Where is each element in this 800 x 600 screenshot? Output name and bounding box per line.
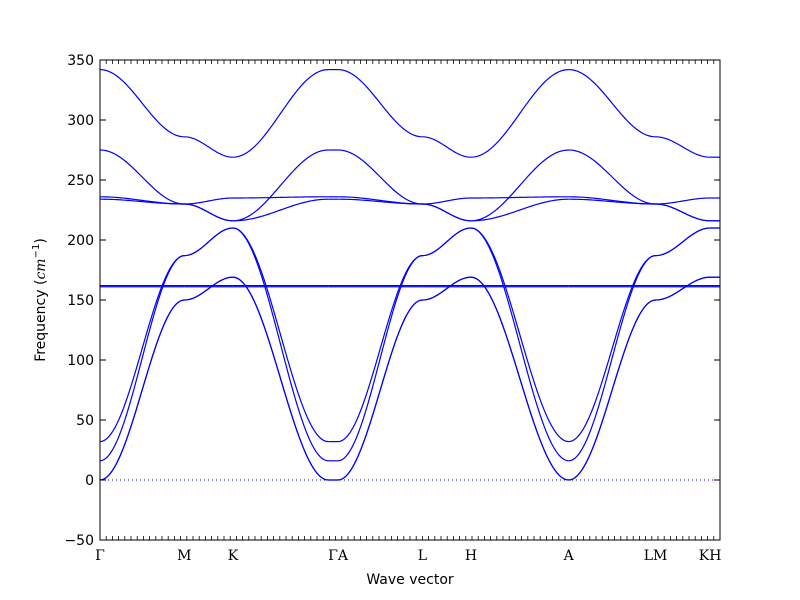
x-kpoint-label-7: LM [644,548,668,564]
y-tick-label: 50 [76,413,94,429]
band-line-seg2-band9 [232,69,329,158]
band-line-seg6-band7 [568,196,656,205]
band-line-seg3-band8 [338,149,423,205]
band-line-seg1-band7 [184,203,233,222]
x-kpoint-label-2: K [228,548,239,564]
x-kpoint-label-6: A [563,548,575,564]
band-line-seg5-band6 [471,198,569,222]
band-line-seg2-band1 [232,276,329,481]
band-line-seg4-band1 [422,276,472,301]
band-line-seg7-band7 [655,203,711,222]
band-line-seg3-band2 [337,255,423,462]
x-kpoint-label-8: KH [699,548,722,564]
band-line-seg0-band8 [99,149,185,205]
band-line-seg4-band3 [422,227,472,257]
y-tick-label: 100 [67,353,94,369]
band-line-seg3-band7 [338,196,423,205]
band-line-seg7-band9 [655,136,711,158]
x-kpoint-label-5: H [465,548,477,564]
band-line-seg5-band3 [470,227,569,443]
y-axis-label: Frequency (cm−1) [31,238,49,362]
band-line-seg0-band7 [99,196,185,205]
y-tick-label: 150 [67,293,94,309]
band-line-seg2-band3 [232,227,329,443]
axis-ticks: −50 0 50 100 150 200 250 300 350 Γ M K ΓA L H A LM KH [64,53,721,564]
band-line-seg0-band1 [99,299,185,481]
band-line-seg0-band9 [99,69,185,138]
band-line-seg5-band2 [470,227,569,462]
band-line-seg3-band1 [338,299,423,481]
band-line-seg2-band8 [232,196,329,199]
band-line-seg0-band3 [99,255,185,443]
band-line-seg0-band2 [99,255,185,462]
band-line-seg5-band9 [470,69,569,158]
band-line-seg4-band7 [422,203,472,222]
y-tick-label: 0 [85,473,94,489]
band-line-seg2-band7 [232,149,329,222]
band-line-seg5-band1 [470,276,569,481]
band-line-seg1-band8 [184,197,233,205]
x-kpoint-label-3: ΓA [328,548,349,564]
y-tick-label: −50 [64,533,94,549]
band-line-seg6-band9 [568,69,656,138]
y-tick-label: 300 [67,113,94,129]
y-tick-label: 250 [67,173,94,189]
band-line-seg2-band2 [232,227,329,462]
band-line-seg5-band7 [470,149,569,222]
plot-area [99,68,720,481]
x-kpoint-label-0: Γ [95,548,105,564]
x-axis-label: Wave vector [366,572,454,588]
band-line-seg4-band9 [422,136,472,158]
band-line-seg1-band9 [184,136,233,158]
band-line-seg6-band8 [568,149,656,205]
band-line-seg2-band6 [232,198,329,222]
plot-frame [99,59,721,541]
x-kpoint-label-4: L [418,548,427,564]
band-line-seg1-band1 [184,276,233,301]
y-tick-label: 350 [67,53,94,69]
band-line-seg6-band1 [568,299,656,481]
band-line-seg6-band2 [568,255,656,462]
band-line-seg7-band1 [655,276,711,301]
band-line-seg5-band8 [471,196,569,199]
y-tick-label: 200 [67,233,94,249]
band-line-seg7-band8 [655,197,711,205]
band-line-seg6-band3 [568,255,656,443]
band-line-seg3-band3 [337,255,423,443]
band-line-seg4-band8 [422,197,472,205]
band-line-seg3-band9 [338,69,423,138]
x-kpoint-label-1: M [177,548,191,564]
band-line-seg1-band3 [184,227,233,257]
band-line-seg7-band3 [655,227,711,257]
